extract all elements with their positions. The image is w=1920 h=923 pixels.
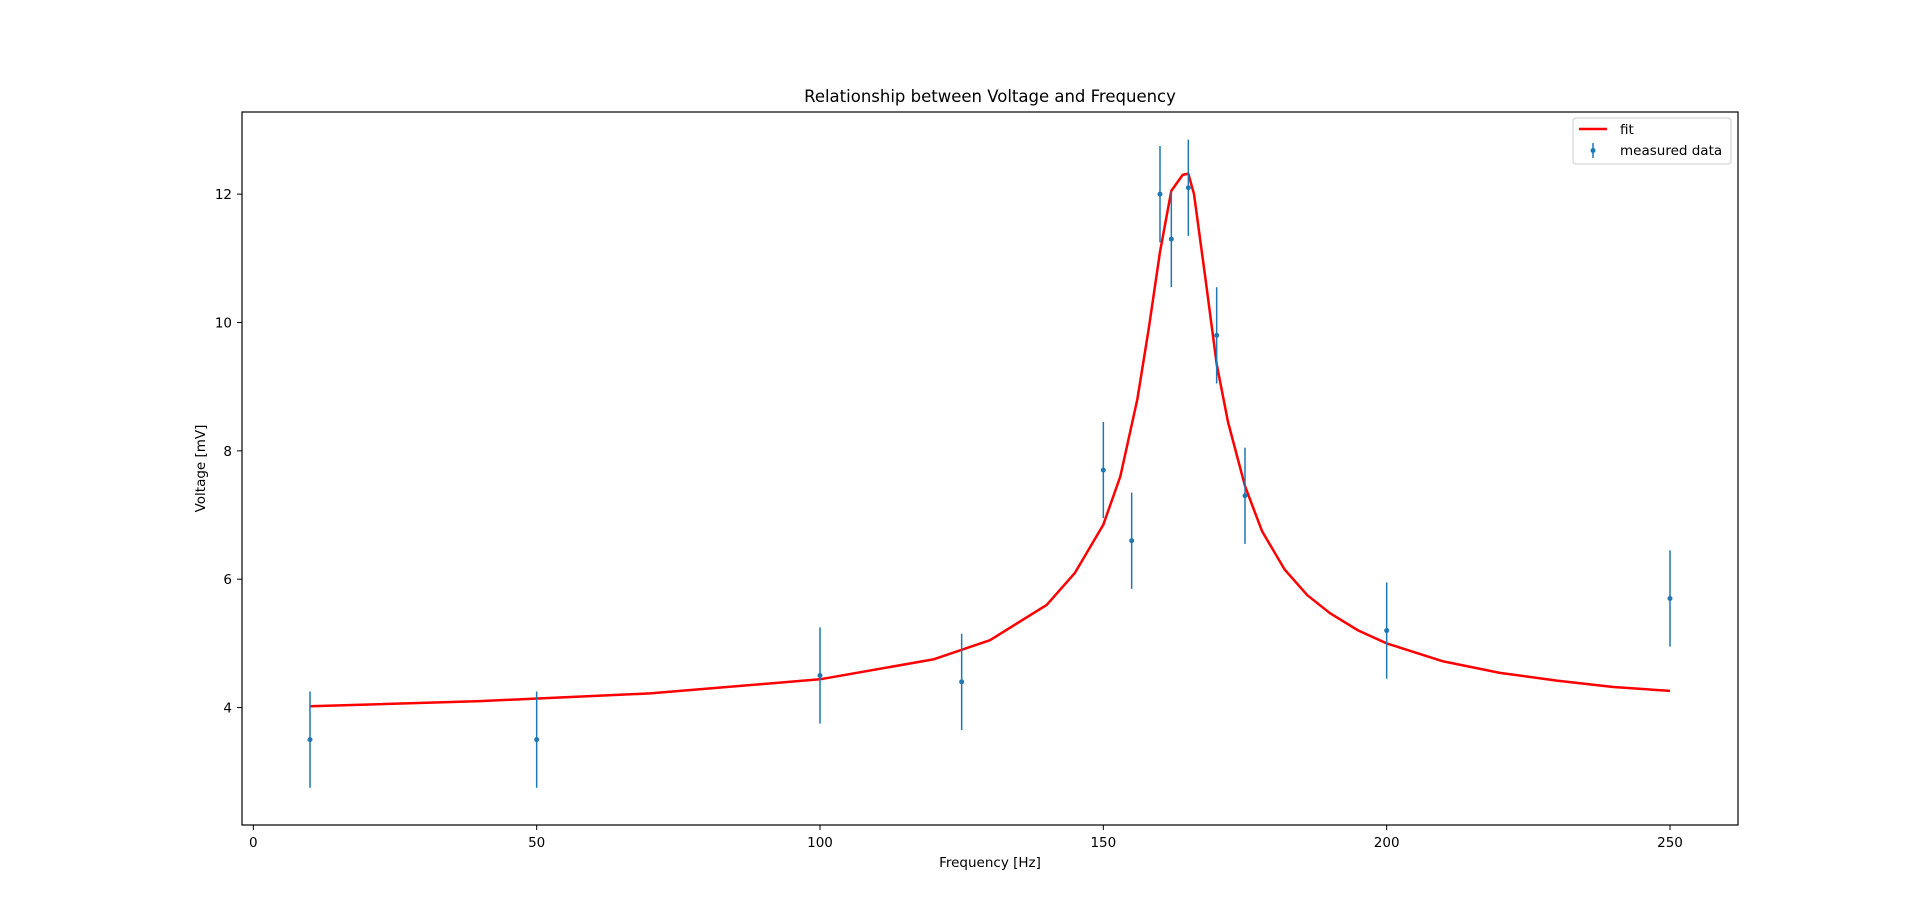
chart-title: Relationship between Voltage and Frequen… <box>804 87 1176 106</box>
data-point <box>1129 538 1135 544</box>
y-axis: 4 6 8 10 12 <box>215 187 242 717</box>
data-point <box>1157 191 1163 197</box>
data-point <box>1168 236 1174 242</box>
data-point <box>959 679 965 685</box>
y-tick-label: 4 <box>223 701 232 717</box>
data-point <box>1185 185 1191 191</box>
y-tick-label: 8 <box>223 444 232 460</box>
data-point <box>1384 628 1390 634</box>
x-tick-label: 0 <box>249 835 258 851</box>
legend: fit measured data <box>1572 117 1732 165</box>
x-tick-label: 100 <box>807 835 833 851</box>
data-point <box>817 672 823 678</box>
legend-fit-label: fit <box>1620 122 1634 138</box>
data-point <box>534 737 540 743</box>
data-point <box>1667 595 1673 601</box>
x-tick-label: 150 <box>1090 835 1116 851</box>
y-axis-label: Voltage [mV] <box>193 425 209 513</box>
legend-data-swatch-marker <box>1590 148 1596 153</box>
fit-line <box>309 172 1671 708</box>
data-point <box>307 737 313 743</box>
data-point <box>1242 493 1248 499</box>
x-axis-label: Frequency [Hz] <box>939 855 1041 871</box>
x-tick-label: 250 <box>1657 835 1683 851</box>
legend-data-label: measured data <box>1620 143 1722 159</box>
y-tick-label: 12 <box>215 187 232 203</box>
fit-layer <box>309 172 1671 708</box>
data-point <box>1214 332 1220 338</box>
data-point <box>1100 467 1106 473</box>
x-axis: 0 50 100 150 200 250 <box>249 825 1683 851</box>
y-tick-label: 6 <box>223 572 232 588</box>
data-layer <box>307 139 1673 788</box>
x-tick-label: 200 <box>1374 835 1400 851</box>
x-tick-label: 50 <box>528 835 545 851</box>
legend-box <box>1572 117 1732 165</box>
y-tick-label: 10 <box>215 315 232 331</box>
plot-frame <box>241 111 1739 826</box>
